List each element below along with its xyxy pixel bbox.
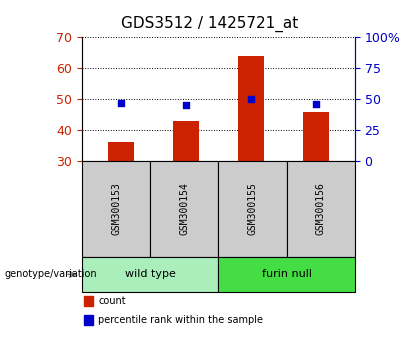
Text: count: count <box>98 296 126 306</box>
Bar <box>238 56 264 161</box>
Bar <box>108 142 134 161</box>
Point <box>312 101 319 107</box>
Text: GSM300154: GSM300154 <box>179 182 189 235</box>
Text: GSM300153: GSM300153 <box>111 182 121 235</box>
Bar <box>173 121 199 161</box>
Point <box>247 96 254 102</box>
Text: GDS3512 / 1425721_at: GDS3512 / 1425721_at <box>121 16 299 32</box>
Text: GSM300155: GSM300155 <box>247 182 257 235</box>
Point <box>183 103 189 108</box>
Bar <box>303 112 329 161</box>
Text: GSM300156: GSM300156 <box>316 182 326 235</box>
Point <box>118 100 124 105</box>
Text: furin null: furin null <box>262 269 312 279</box>
Text: wild type: wild type <box>125 269 176 279</box>
Text: genotype/variation: genotype/variation <box>4 269 97 279</box>
Text: percentile rank within the sample: percentile rank within the sample <box>98 315 263 325</box>
